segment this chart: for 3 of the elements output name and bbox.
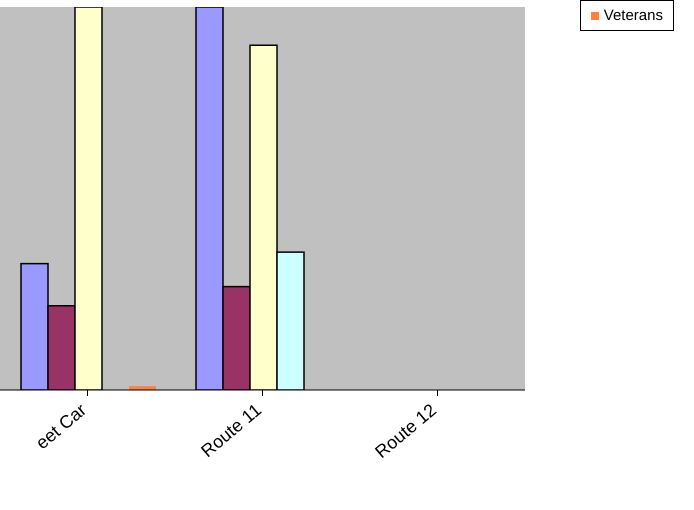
legend-label: Veterans [604, 7, 663, 24]
bar [129, 386, 156, 390]
x-tick-label: eet Car [32, 400, 90, 454]
